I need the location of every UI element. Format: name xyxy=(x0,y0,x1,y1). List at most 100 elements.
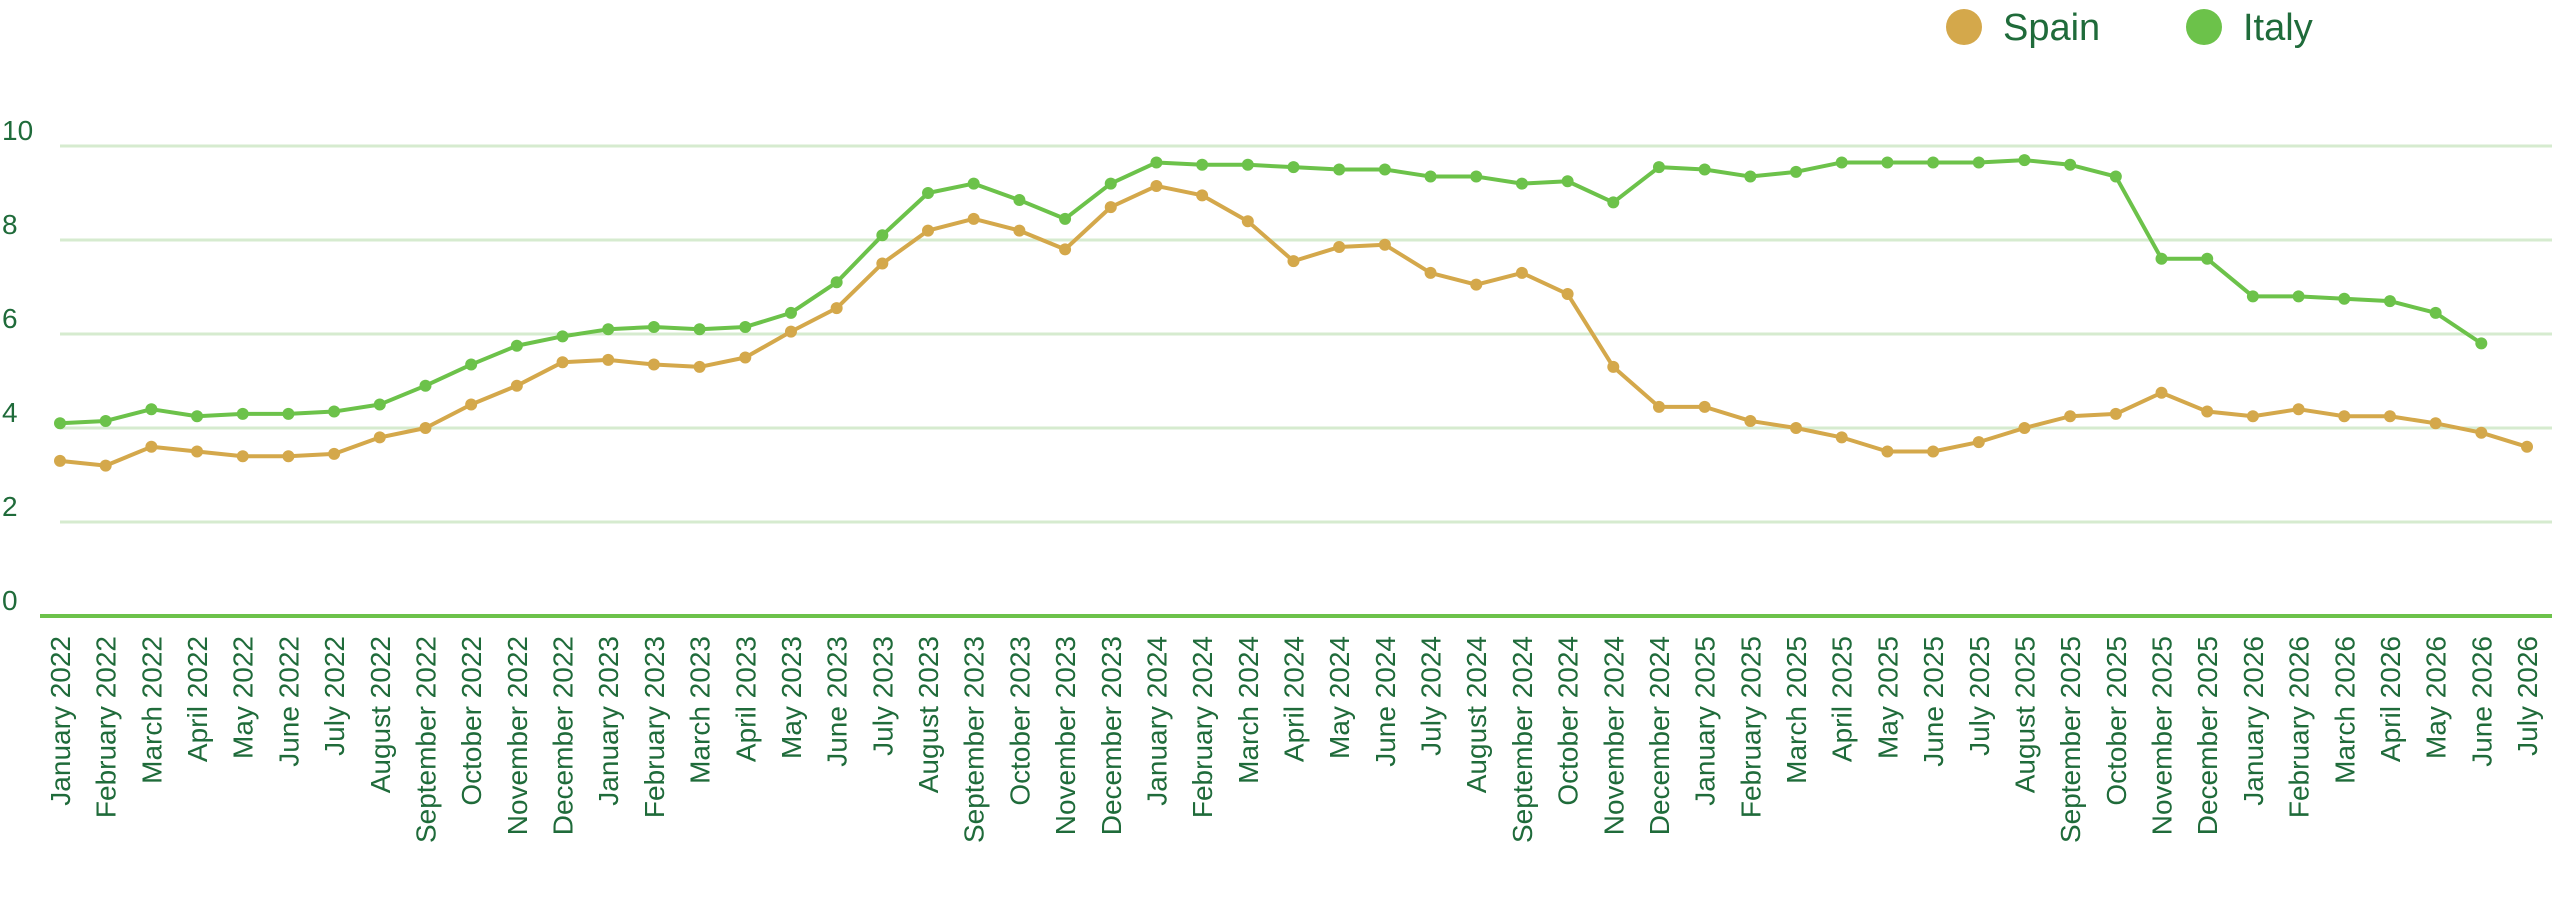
data-point-italy xyxy=(2201,252,2214,265)
legend: Spain Italy xyxy=(1946,7,2313,49)
data-point-italy xyxy=(465,358,478,371)
data-point-italy xyxy=(830,276,843,289)
data-point-spain xyxy=(1333,241,1346,254)
x-tick-label: February 2022 xyxy=(91,636,122,818)
data-point-italy xyxy=(510,339,523,352)
plot-area xyxy=(54,154,2533,472)
x-tick-label: October 2025 xyxy=(2101,636,2132,806)
x-tick-label: November 2023 xyxy=(1050,636,1081,835)
data-point-spain xyxy=(739,351,752,364)
x-tick-label: May 2026 xyxy=(2421,636,2452,759)
data-point-italy xyxy=(191,410,204,423)
data-point-italy xyxy=(922,187,935,199)
data-point-spain xyxy=(1790,422,1803,434)
x-tick-label: March 2023 xyxy=(685,636,716,784)
data-point-italy xyxy=(556,330,569,343)
x-tick-label: May 2022 xyxy=(228,636,259,759)
data-point-spain xyxy=(1104,201,1117,214)
data-point-italy xyxy=(1652,161,1665,174)
data-point-spain xyxy=(1698,400,1711,413)
x-tick-label: October 2023 xyxy=(1004,636,1035,806)
data-point-spain xyxy=(1287,255,1300,268)
x-tick-label: August 2022 xyxy=(365,636,396,793)
data-point-spain xyxy=(465,398,478,411)
data-point-italy xyxy=(1744,170,1757,183)
x-tick-label: June 2023 xyxy=(822,636,853,767)
data-point-spain xyxy=(1561,288,1574,301)
data-point-spain xyxy=(1607,360,1620,373)
data-point-spain xyxy=(191,445,204,458)
data-point-italy xyxy=(2429,306,2442,319)
data-point-italy xyxy=(784,306,797,319)
legend-marker-spain xyxy=(1946,9,1982,45)
data-point-italy xyxy=(1059,212,1072,225)
data-point-spain xyxy=(647,358,660,371)
data-point-spain xyxy=(1378,238,1391,251)
data-point-spain xyxy=(145,440,158,453)
y-tick-label: 0 xyxy=(2,585,18,616)
data-point-italy xyxy=(2109,170,2122,183)
x-tick-label: November 2024 xyxy=(1598,636,1629,835)
data-point-spain xyxy=(1241,215,1254,228)
data-point-spain xyxy=(1744,414,1757,427)
x-tick-label: September 2022 xyxy=(410,636,441,843)
data-point-spain xyxy=(99,459,112,472)
data-point-spain xyxy=(2201,405,2214,418)
data-point-italy xyxy=(1150,156,1163,169)
data-point-italy xyxy=(1378,163,1391,176)
data-point-spain xyxy=(830,302,843,315)
data-point-italy xyxy=(1013,194,1026,207)
y-tick-label: 6 xyxy=(2,303,18,334)
x-tick-label: January 2025 xyxy=(1690,636,1721,806)
x-tick-label: April 2024 xyxy=(1279,636,1310,762)
data-point-italy xyxy=(1698,163,1711,176)
x-tick-label: September 2024 xyxy=(1507,636,1538,843)
data-point-spain xyxy=(922,224,935,237)
data-point-spain xyxy=(2109,407,2122,420)
x-tick-label: December 2022 xyxy=(548,636,579,835)
data-point-italy xyxy=(967,177,980,190)
data-point-spain xyxy=(1927,445,1940,458)
x-tick-label: January 2023 xyxy=(593,636,624,806)
data-point-spain xyxy=(1652,400,1665,413)
x-tick-label: April 2026 xyxy=(2375,636,2406,762)
data-point-italy xyxy=(2475,337,2488,350)
data-point-spain xyxy=(2018,422,2031,434)
data-point-italy xyxy=(876,229,889,242)
y-tick-label: 4 xyxy=(2,397,18,428)
x-tick-label: February 2025 xyxy=(1735,636,1766,818)
data-point-italy xyxy=(1104,177,1117,190)
x-tick-label: January 2022 xyxy=(45,636,76,806)
data-point-spain xyxy=(282,450,295,463)
data-point-italy xyxy=(282,407,295,420)
x-tick-label: February 2026 xyxy=(2284,636,2315,818)
data-point-spain xyxy=(784,325,797,338)
data-point-italy xyxy=(647,320,660,333)
data-point-italy xyxy=(2292,290,2305,303)
data-point-italy xyxy=(1790,165,1803,178)
x-tick-label: June 2022 xyxy=(273,636,304,767)
x-tick-label: July 2025 xyxy=(1964,636,1995,756)
data-point-italy xyxy=(2064,158,2077,171)
data-point-italy xyxy=(2383,295,2396,308)
x-tick-label: January 2024 xyxy=(1141,636,1172,806)
x-axis: January 2022 February 2022 March 2022 April… xyxy=(45,636,2543,843)
x-tick-label: November 2022 xyxy=(502,636,533,835)
x-tick-label: July 2022 xyxy=(319,636,350,756)
y-tick-label: 2 xyxy=(2,491,18,522)
x-tick-label: July 2023 xyxy=(867,636,898,756)
data-point-spain xyxy=(328,447,341,460)
data-point-spain xyxy=(2383,410,2396,423)
x-tick-label: August 2025 xyxy=(2009,636,2040,793)
data-point-italy xyxy=(1835,156,1848,169)
data-point-spain xyxy=(2064,410,2077,423)
data-point-spain xyxy=(1150,179,1163,192)
x-tick-label: August 2024 xyxy=(1461,636,1492,793)
data-point-spain xyxy=(2246,410,2259,423)
data-point-italy xyxy=(99,414,112,427)
data-point-italy xyxy=(1196,158,1209,171)
data-point-spain xyxy=(1196,189,1209,202)
data-point-italy xyxy=(602,323,615,336)
data-point-spain xyxy=(419,422,432,434)
